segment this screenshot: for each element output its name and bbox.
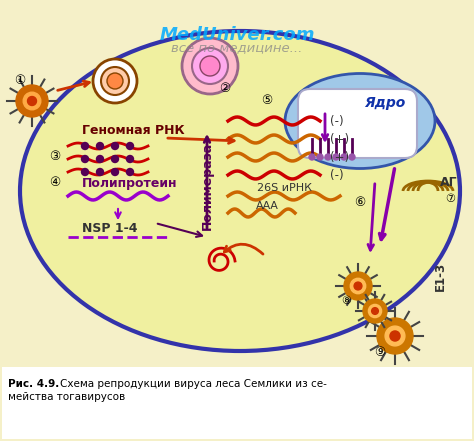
Text: Ядро: Ядро xyxy=(365,96,406,110)
Circle shape xyxy=(107,73,123,89)
FancyBboxPatch shape xyxy=(298,89,417,158)
Text: ④: ④ xyxy=(49,176,61,190)
Circle shape xyxy=(372,308,378,314)
Circle shape xyxy=(111,156,118,162)
Text: АГ: АГ xyxy=(440,176,457,190)
Circle shape xyxy=(111,168,118,176)
Circle shape xyxy=(350,278,366,294)
Text: (+): (+) xyxy=(330,132,349,146)
Text: ⑨: ⑨ xyxy=(374,347,386,359)
Text: Рис. 4.9. Схема репродукции вируса леса Семлики из се-
мейства тогавирусов: Рис. 4.9. Схема репродукции вируса леса … xyxy=(8,377,324,399)
Circle shape xyxy=(309,154,315,160)
Circle shape xyxy=(377,318,413,354)
Circle shape xyxy=(16,85,48,117)
Ellipse shape xyxy=(20,31,460,351)
Circle shape xyxy=(23,92,41,110)
Circle shape xyxy=(27,97,36,105)
Text: Полипротеин: Полипротеин xyxy=(82,176,177,190)
Text: ①: ① xyxy=(14,75,26,87)
Circle shape xyxy=(317,154,323,160)
Text: Геномная РНК: Геномная РНК xyxy=(82,124,185,138)
Circle shape xyxy=(200,56,220,76)
Circle shape xyxy=(341,154,347,160)
Circle shape xyxy=(349,154,355,160)
Circle shape xyxy=(354,282,362,290)
Text: ⑤: ⑤ xyxy=(261,94,273,108)
Circle shape xyxy=(93,59,137,103)
Circle shape xyxy=(127,156,134,162)
Circle shape xyxy=(325,154,331,160)
Text: ААА: ААА xyxy=(255,201,278,211)
Ellipse shape xyxy=(285,74,435,168)
Text: Схема репродукции вируса леса Семлики из се-: Схема репродукции вируса леса Семлики из… xyxy=(60,379,327,389)
Circle shape xyxy=(97,168,103,176)
Bar xyxy=(2,371,472,439)
Text: ③: ③ xyxy=(49,149,61,162)
Circle shape xyxy=(192,48,228,84)
Circle shape xyxy=(385,326,405,346)
Circle shape xyxy=(182,38,238,94)
Circle shape xyxy=(390,331,400,341)
Circle shape xyxy=(101,67,129,95)
Circle shape xyxy=(127,168,134,176)
Text: ⑦: ⑦ xyxy=(445,194,455,204)
Circle shape xyxy=(97,156,103,162)
Text: MedUniver.com: MedUniver.com xyxy=(159,26,315,44)
Circle shape xyxy=(368,304,382,318)
Circle shape xyxy=(111,142,118,149)
Text: (-): (-) xyxy=(330,168,344,182)
Text: (+): (+) xyxy=(330,150,349,164)
Text: (-): (-) xyxy=(330,115,344,127)
Text: Рис. 4.9.: Рис. 4.9. xyxy=(8,379,59,389)
Circle shape xyxy=(82,156,89,162)
Bar xyxy=(2,367,472,439)
Text: Полимераза: Полимераза xyxy=(201,142,213,230)
Circle shape xyxy=(333,154,339,160)
Text: ②: ② xyxy=(219,82,231,96)
Text: NSP 1-4: NSP 1-4 xyxy=(82,223,137,235)
Circle shape xyxy=(97,142,103,149)
Text: все по медицине...: все по медицине... xyxy=(171,41,303,54)
Circle shape xyxy=(127,142,134,149)
Text: ⑥: ⑥ xyxy=(355,197,365,209)
Circle shape xyxy=(363,299,387,323)
Circle shape xyxy=(82,142,89,149)
Text: 26S иРНК: 26S иРНК xyxy=(257,183,312,193)
Circle shape xyxy=(344,272,372,300)
Circle shape xyxy=(82,168,89,176)
Text: мейства тогавирусов: мейства тогавирусов xyxy=(8,392,125,402)
Text: ⑧: ⑧ xyxy=(341,296,351,306)
Text: Е1-3: Е1-3 xyxy=(434,262,447,291)
